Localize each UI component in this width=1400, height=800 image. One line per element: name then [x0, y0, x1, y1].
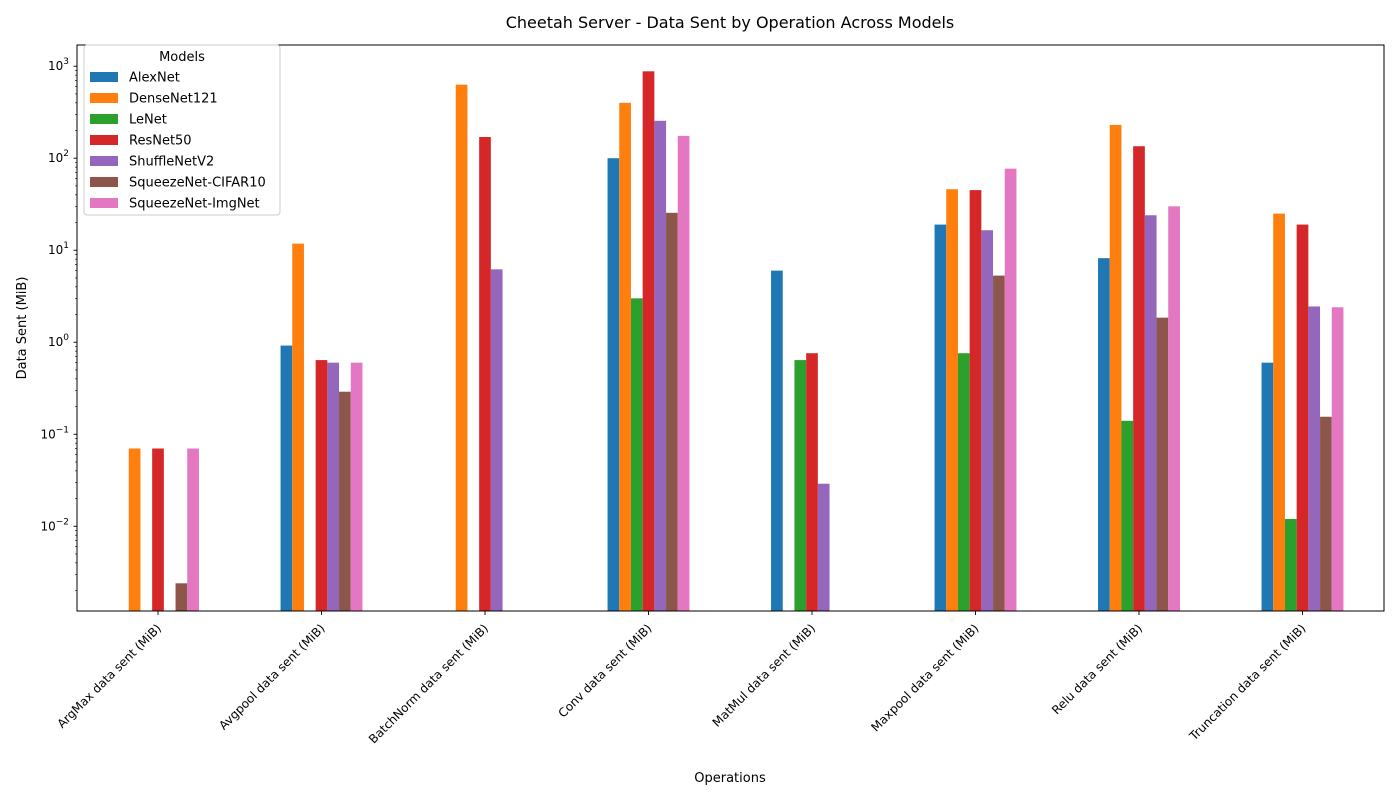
bar-densenet121-7: [1273, 213, 1285, 611]
x-tick-label: Avgpool data sent (MiB): [216, 621, 327, 732]
y-axis-label: Data Sent (MiB): [15, 277, 30, 380]
bar-squeezenet-imgnet-5: [1004, 168, 1017, 611]
bar-shufflenetv2-3: [654, 120, 667, 611]
bar-lenet-3: [630, 298, 643, 611]
legend-label: ResNet50: [129, 134, 192, 149]
bar-shufflenetv2-6: [1144, 215, 1157, 611]
bar-squeezenet-cifar10-3: [666, 212, 678, 611]
legend-label: DenseNet121: [129, 92, 218, 107]
x-tick-label: Conv data sent (MiB): [556, 621, 655, 720]
x-tick-label: BatchNorm data sent (MiB): [366, 621, 491, 746]
bar-densenet121-6: [1109, 124, 1122, 612]
x-tick-label: Relu data sent (MiB): [1049, 621, 1145, 717]
bar-densenet121-5: [946, 189, 958, 611]
bar-alexnet-6: [1098, 258, 1110, 611]
bar-squeezenet-cifar10-0: [175, 583, 188, 611]
y-tick-label: 101: [48, 241, 69, 257]
bars-group: [128, 71, 1344, 612]
legend-swatch: [90, 72, 118, 82]
bar-alexnet-4: [771, 270, 783, 611]
y-tick-label: 103: [48, 57, 69, 73]
bar-densenet121-2: [455, 84, 468, 612]
y-tick-label: 10−1: [40, 425, 69, 441]
bar-squeezenet-imgnet-7: [1331, 307, 1344, 611]
legend-swatch: [90, 198, 118, 208]
bar-squeezenet-cifar10-1: [339, 391, 351, 611]
bar-shufflenetv2-2: [490, 269, 503, 611]
bar-resnet50-3: [642, 71, 655, 611]
x-tick-label: ArgMax data sent (MiB): [54, 621, 164, 731]
bar-alexnet-3: [607, 158, 620, 611]
legend-label: SqueezeNet-CIFAR10: [129, 176, 266, 191]
bar-resnet50-7: [1296, 224, 1309, 611]
bar-resnet50-2: [479, 137, 491, 611]
legend-label: LeNet: [129, 113, 167, 128]
bar-lenet-4: [794, 360, 807, 611]
legend-swatch: [90, 114, 118, 124]
y-tick-label: 10−2: [40, 517, 69, 533]
bar-densenet121-1: [292, 243, 304, 611]
legend-swatch: [90, 93, 118, 103]
bar-lenet-6: [1121, 420, 1134, 611]
y-tick-label: 100: [48, 333, 69, 349]
legend-label: SqueezeNet-ImgNet: [129, 197, 260, 212]
bar-squeezenet-imgnet-6: [1168, 206, 1180, 611]
x-axis-label: Operations: [694, 771, 766, 786]
x-tick-label: Maxpool data sent (MiB): [868, 621, 981, 734]
bar-shufflenetv2-4: [817, 483, 830, 611]
bar-resnet50-0: [152, 448, 164, 611]
legend-label: AlexNet: [129, 71, 180, 86]
bar-resnet50-4: [806, 353, 818, 611]
bar-densenet121-3: [619, 102, 631, 611]
legend-title: Models: [159, 50, 205, 65]
y-tick-label: 102: [48, 149, 69, 165]
x-tick-label: MatMul data sent (MiB): [710, 621, 818, 729]
bar-resnet50-6: [1133, 146, 1145, 612]
legend-swatch: [90, 135, 118, 145]
plot-frame: [76, 44, 1385, 612]
bar-shufflenetv2-1: [327, 362, 340, 611]
bar-alexnet-5: [934, 224, 947, 611]
y-axis: 10−2 10−1 100 101 102 103: [40, 57, 77, 591]
bar-squeezenet-imgnet-1: [350, 362, 363, 611]
bar-shufflenetv2-7: [1308, 306, 1321, 611]
legend-label: ShuffleNetV2: [129, 155, 214, 170]
bar-lenet-7: [1284, 518, 1297, 611]
bar-squeezenet-imgnet-3: [677, 135, 690, 612]
bar-densenet121-0: [128, 448, 141, 611]
legend-box: [83, 44, 281, 216]
x-axis: ArgMax data sent (MiB) Avgpool data sent …: [54, 611, 1309, 746]
legend: Models AlexNet DenseNet121 LeNet ResNet50 Shu…: [83, 44, 281, 216]
x-tick-label: Truncation data sent (MiB): [1186, 621, 1309, 744]
bar-squeezenet-cifar10-7: [1320, 416, 1332, 611]
bar-resnet50-5: [969, 190, 982, 611]
bar-lenet-5: [957, 353, 970, 611]
legend-swatch: [90, 177, 118, 187]
bar-squeezenet-cifar10-6: [1156, 317, 1169, 611]
bar-alexnet-1: [280, 345, 293, 611]
bar-squeezenet-cifar10-5: [993, 275, 1005, 611]
bar-alexnet-7: [1261, 362, 1274, 611]
chart-title: Cheetah Server - Data Sent by Operation …: [506, 13, 955, 32]
bar-shufflenetv2-5: [981, 230, 994, 611]
bar-squeezenet-imgnet-0: [187, 448, 199, 611]
legend-swatch: [90, 156, 118, 166]
bar-resnet50-1: [315, 360, 328, 611]
